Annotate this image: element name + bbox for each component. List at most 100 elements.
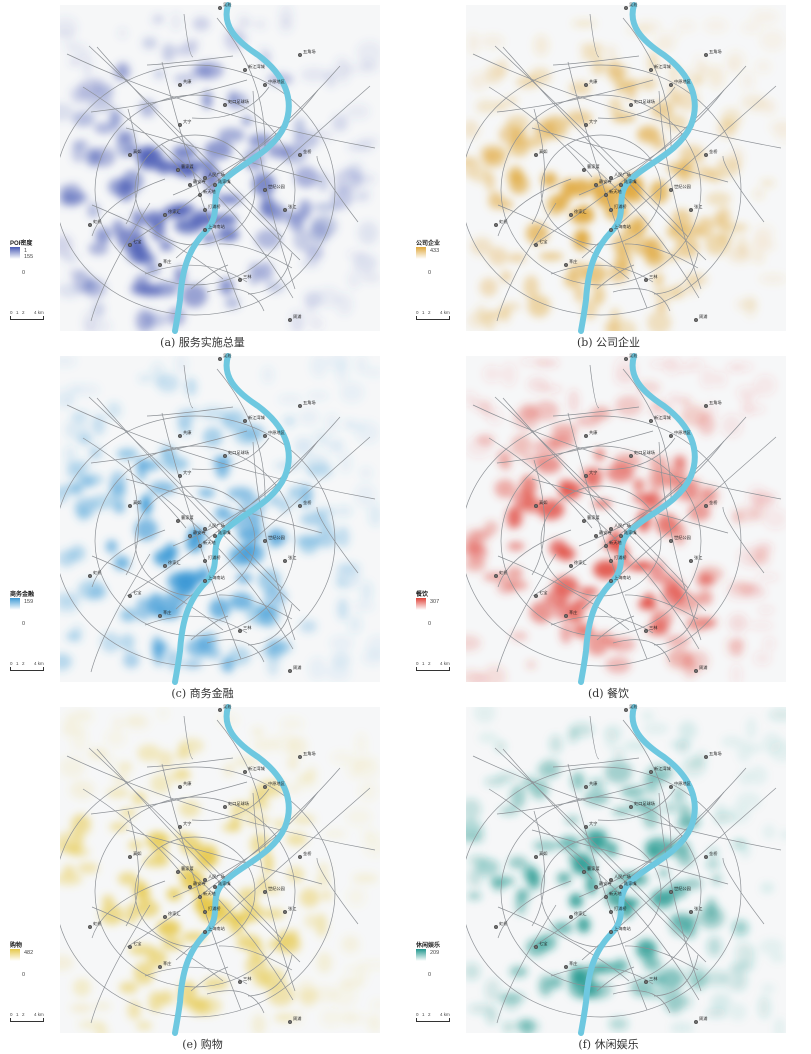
- place-marker: [202, 877, 207, 882]
- place-marker: [127, 593, 132, 598]
- place-label: 周浦: [699, 664, 707, 671]
- place-label: 陆家嘴: [624, 178, 637, 185]
- density-surface: [466, 356, 786, 682]
- place-label: 真如: [133, 148, 141, 155]
- place-label: 中原地区: [268, 780, 285, 787]
- place-marker: [187, 182, 192, 187]
- road-network: [60, 13, 376, 322]
- legend-max-value: 1 155: [24, 248, 34, 260]
- place-label: 陆家嘴: [218, 529, 231, 536]
- place-label: 五角场: [303, 399, 316, 406]
- place-marker: [242, 769, 247, 774]
- place-label: 陆家嘴: [218, 178, 231, 185]
- place-marker: [202, 175, 207, 180]
- place-marker: [628, 102, 633, 107]
- place-label: 徐家汇: [168, 208, 181, 215]
- scale-label: 1: [422, 1012, 425, 1017]
- place-label: 七宝: [133, 238, 141, 244]
- place-label: 真如: [539, 499, 547, 506]
- place-label: 打浦桥: [208, 554, 221, 561]
- place-label: 中原地区: [268, 429, 285, 436]
- place-marker: [493, 573, 498, 578]
- huangpu-river: [578, 353, 698, 685]
- scale-label: 4 km: [440, 310, 450, 315]
- place-label: 中原地区: [674, 78, 691, 85]
- place-marker: [237, 629, 242, 634]
- place-marker: [593, 182, 598, 187]
- place-label: 新天地: [609, 890, 622, 897]
- place-label: 人民广场: [614, 171, 631, 178]
- place-marker: [628, 804, 633, 809]
- place-label: 静安寺: [193, 880, 206, 887]
- place-label: 新天地: [609, 188, 622, 195]
- place-marker: [127, 152, 132, 157]
- place-marker: [618, 182, 623, 187]
- place-marker: [242, 418, 247, 423]
- place-marker: [643, 629, 648, 634]
- place-marker: [202, 526, 207, 531]
- place-marker: [283, 558, 288, 563]
- place-marker: [212, 182, 217, 187]
- place-marker: [263, 538, 268, 543]
- scale-label: 4 km: [34, 661, 44, 666]
- place-label: 周浦: [293, 664, 301, 671]
- place-marker: [689, 909, 694, 914]
- place-label: 大宁: [589, 820, 597, 827]
- scale-label: 2: [428, 661, 431, 666]
- place-label: 张江: [694, 554, 702, 561]
- place-label: 张江: [288, 203, 296, 210]
- map-panel-f: 吴淞 五角场 新江湾城 中原地区 共康 虹口足球场 大宁 真如 曹家渡 静安寺 陆家嘴 人民广场 徐家汇…: [406, 702, 811, 1053]
- huangpu-river: [578, 704, 698, 1036]
- place-marker: [694, 318, 699, 323]
- place-marker: [263, 433, 268, 438]
- place-label: 世纪公园: [268, 885, 285, 892]
- place-label: 莘庄: [163, 609, 171, 616]
- place-label: 新天地: [203, 890, 216, 897]
- place-marker: [628, 453, 633, 458]
- place-label: 七宝: [539, 238, 547, 244]
- legend: POI密度 1 155 0: [10, 238, 33, 276]
- place-marker: [704, 404, 709, 409]
- place-label: 世纪公园: [268, 183, 285, 190]
- place-label: 曹家渡: [181, 514, 194, 521]
- scale-bar-line: [10, 1018, 44, 1022]
- place-marker: [87, 573, 92, 578]
- place-marker: [177, 824, 182, 829]
- scale-label: 2: [22, 661, 25, 666]
- place-label: 上海南站: [614, 574, 631, 581]
- place-label: 上海南站: [614, 223, 631, 230]
- huangpu-river: [172, 2, 292, 334]
- scale-label: 1: [16, 1012, 19, 1017]
- place-marker: [704, 53, 709, 58]
- place-marker: [669, 433, 674, 438]
- place-marker: [603, 543, 608, 548]
- place-label: 五角场: [303, 750, 316, 757]
- place-label: 大宁: [183, 469, 191, 476]
- place-marker: [669, 889, 674, 894]
- place-marker: [583, 82, 588, 87]
- place-label: 曹家渡: [587, 865, 600, 872]
- place-marker: [298, 152, 303, 157]
- legend-title: 商务金融: [10, 592, 35, 598]
- place-marker: [288, 318, 293, 323]
- density-surface: [466, 707, 786, 1033]
- scale-label: 2: [22, 310, 25, 315]
- legend-min-value: 0: [22, 270, 26, 276]
- place-label: 三林: [649, 975, 658, 982]
- place-marker: [87, 222, 92, 227]
- place-label: 静安寺: [599, 880, 612, 887]
- place-marker: [202, 909, 207, 914]
- place-label: 徐家汇: [574, 208, 587, 215]
- place-label: 七宝: [133, 940, 141, 946]
- place-marker: [694, 1020, 699, 1025]
- scale-label: 0: [10, 1012, 13, 1017]
- panel-caption: (a) 服务实施总量: [160, 336, 245, 349]
- place-marker: [162, 914, 167, 919]
- place-label: 吴淞: [629, 703, 638, 710]
- place-marker: [608, 929, 613, 934]
- place-marker: [177, 122, 182, 127]
- place-label: 周浦: [293, 1015, 301, 1022]
